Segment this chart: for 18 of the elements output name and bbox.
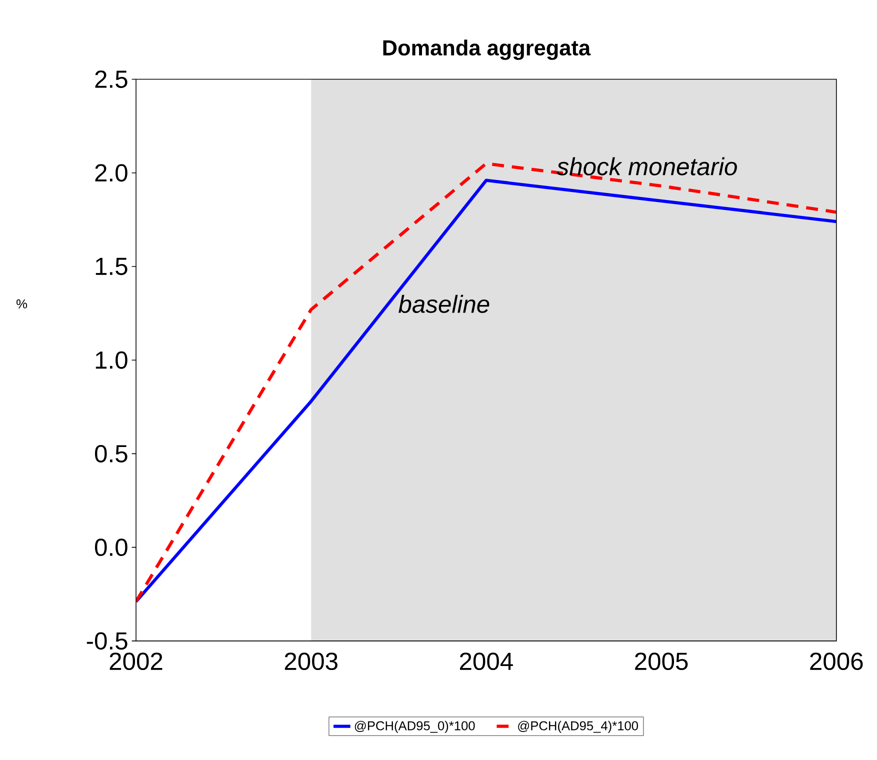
y-tick-label: 1.5 (96, 258, 128, 276)
legend-label: @PCH(AD95_0)*100 (354, 720, 475, 733)
y-tick-label: -0.5 (86, 632, 128, 650)
x-tick-label: 2003 (284, 652, 338, 670)
x-tick-label: 2004 (460, 652, 513, 670)
legend-label: @PCH(AD95_4)*100 (518, 720, 638, 733)
y-axis-title: % (16, 300, 28, 308)
y-tick-label: 2.5 (95, 70, 128, 88)
annotation: shock monetario (556, 157, 737, 176)
x-tick-label: 2005 (635, 652, 688, 670)
y-tick-label: 0.0 (94, 538, 128, 556)
y-tick-label: 2.0 (95, 164, 128, 182)
x-tick-label: 2006 (810, 652, 863, 670)
y-tick-label: 1.0 (96, 351, 128, 369)
y-tick-label: 0.5 (94, 445, 128, 463)
annotation: baseline (398, 294, 490, 314)
x-tick-label: 2002 (110, 652, 162, 670)
chart-title: Domanda aggregata (383, 40, 591, 60)
